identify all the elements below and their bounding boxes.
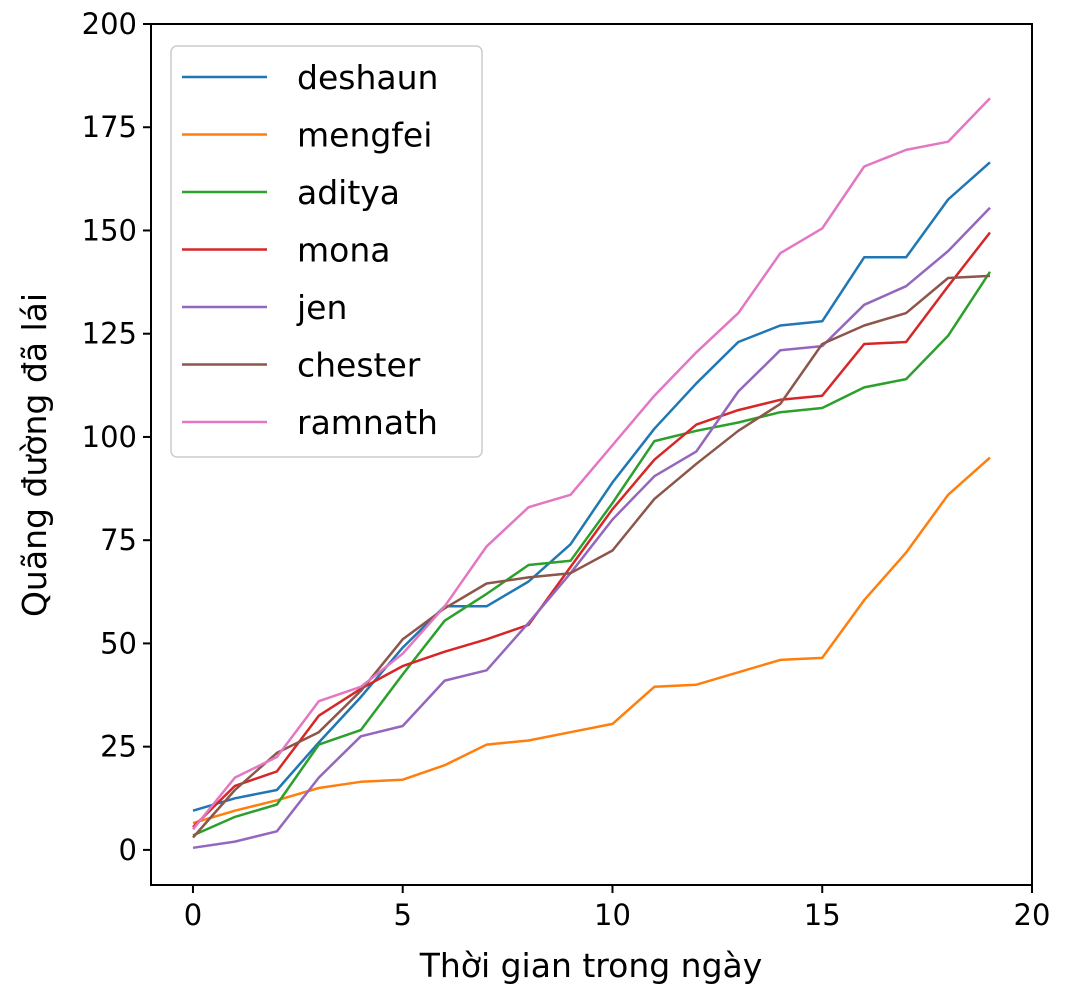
x-axis-label: Thời gian trong ngày <box>419 946 763 985</box>
series-line-mengfei <box>192 456 991 825</box>
series-line-chester <box>192 274 991 839</box>
series-lines <box>192 97 992 850</box>
y-tick-label: 200 <box>82 7 137 41</box>
legend-label-deshaun: deshaun <box>297 58 438 97</box>
x-tick-label: 15 <box>804 898 841 932</box>
y-axis: 0 25 50 75 100 125 150 175 200 <box>82 7 151 867</box>
y-tick-label: 50 <box>100 626 137 660</box>
x-tick-label: 10 <box>594 898 631 932</box>
series-line-jen <box>192 206 991 850</box>
legend-label-ramnath: ramnath <box>297 403 438 442</box>
plot-frame <box>150 23 1033 886</box>
legend-label-aditya: aditya <box>297 173 400 212</box>
legend: deshaun mengfei aditya mona jen chester ramnat… <box>170 45 483 458</box>
y-tick-label: 150 <box>82 213 137 247</box>
y-tick-label: 125 <box>82 317 137 351</box>
y-tick-label: 75 <box>100 523 137 557</box>
series-line-aditya <box>192 271 992 837</box>
series-line-ramnath <box>192 97 991 831</box>
legend-label-jen: jen <box>296 288 347 327</box>
legend-label-mona: mona <box>297 231 390 270</box>
x-tick-label: 0 <box>184 898 202 932</box>
y-tick-label: 0 <box>119 833 137 867</box>
y-tick-label: 25 <box>100 730 137 764</box>
y-tick-label: 175 <box>82 110 137 144</box>
legend-label-mengfei: mengfei <box>297 116 432 155</box>
y-tick-label: 100 <box>82 420 137 454</box>
y-axis-label: Quãng đường đã lái <box>15 293 54 617</box>
legend-box <box>170 45 483 458</box>
x-tick-label: 5 <box>393 898 411 932</box>
x-axis: 0 5 10 15 20 <box>184 885 1051 932</box>
legend-label-chester: chester <box>297 346 421 385</box>
series-line-deshaun <box>192 161 991 812</box>
series-line-mona <box>192 231 991 829</box>
x-tick-label: 20 <box>1014 898 1051 932</box>
